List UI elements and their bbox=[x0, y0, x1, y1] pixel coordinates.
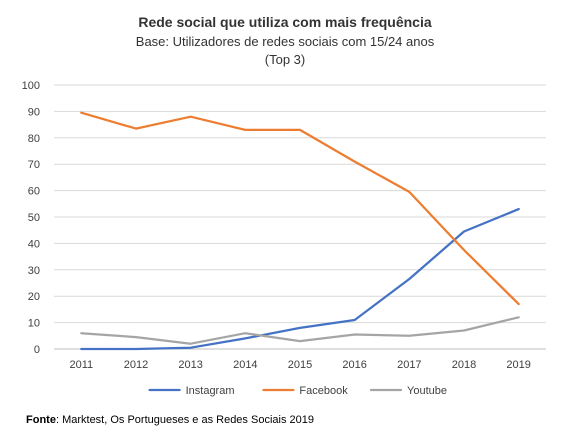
x-tick-label: 2011 bbox=[70, 359, 94, 371]
legend-label-youtube: Youtube bbox=[407, 385, 447, 397]
series-lines bbox=[80, 111, 520, 351]
gridlines bbox=[54, 84, 546, 350]
y-tick-label: 70 bbox=[28, 159, 40, 171]
legend-label-instagram: Instagram bbox=[186, 385, 235, 397]
y-tick-label: 80 bbox=[28, 133, 40, 145]
y-tick-label: 50 bbox=[28, 212, 40, 224]
source-label: Fonte bbox=[26, 414, 56, 426]
x-tick-labels: 2011 2012 2013 2014 2015 2016 2017 2018 2019 bbox=[70, 359, 531, 371]
x-tick-label: 2015 bbox=[288, 359, 312, 371]
y-tick-label: 30 bbox=[28, 265, 40, 277]
chart-subtitle: Base: Utilizadores de redes sociais com … bbox=[135, 34, 435, 49]
x-tick-label: 2017 bbox=[397, 359, 421, 371]
x-tick-label: 2018 bbox=[452, 359, 476, 371]
series-line-instagram bbox=[80, 207, 520, 351]
x-tick-label: 2016 bbox=[342, 359, 366, 371]
chart-title: Rede social que utiliza com mais frequên… bbox=[138, 14, 432, 30]
x-tick-label: 2014 bbox=[233, 359, 257, 371]
y-tick-label: 90 bbox=[28, 106, 40, 118]
x-tick-label: 2013 bbox=[178, 359, 202, 371]
y-tick-label: 0 bbox=[34, 344, 40, 356]
x-tick-label: 2012 bbox=[124, 359, 148, 371]
y-tick-labels: 0 10 20 30 40 50 60 70 80 90 100 bbox=[22, 80, 40, 356]
y-tick-label: 100 bbox=[22, 80, 40, 92]
legend: Instagram Facebook Youtube bbox=[148, 385, 447, 397]
y-tick-label: 10 bbox=[28, 318, 40, 330]
y-tick-label: 20 bbox=[28, 291, 40, 303]
x-tick-label: 2019 bbox=[506, 359, 530, 371]
chart-subtitle-note: (Top 3) bbox=[264, 52, 306, 67]
source-note: Fonte: Marktest, Os Portugueses e as Red… bbox=[26, 414, 314, 426]
source-text: : Marktest, Os Portugueses e as Redes So… bbox=[55, 414, 314, 426]
y-tick-label: 60 bbox=[28, 186, 40, 198]
series-line-youtube bbox=[80, 316, 520, 345]
series-line-facebook bbox=[80, 111, 520, 306]
legend-label-facebook: Facebook bbox=[299, 385, 348, 397]
y-tick-label: 40 bbox=[28, 238, 40, 250]
